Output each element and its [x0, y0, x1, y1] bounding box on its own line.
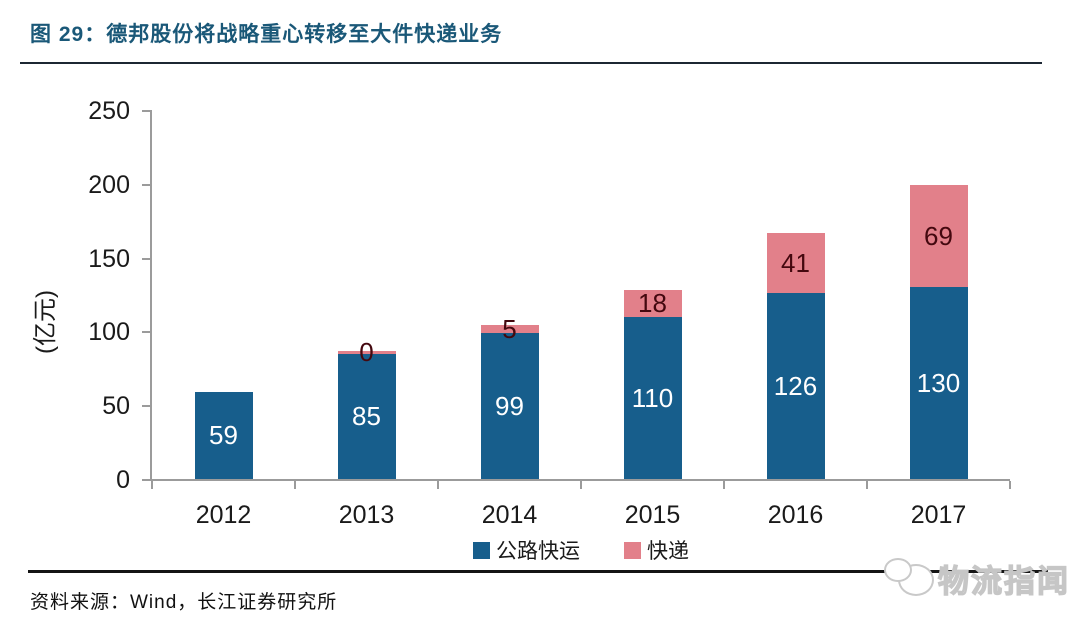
x-axis-line [152, 479, 1010, 481]
y-axis-line [150, 110, 152, 481]
x-category-label: 2016 [767, 501, 824, 529]
bar-value-road: 126 [773, 371, 818, 401]
legend-label: 快递 [647, 540, 689, 563]
x-category-label: 2017 [910, 501, 967, 529]
bar-segment-express [337, 350, 396, 354]
bar-segment-express [766, 232, 825, 294]
bar-segment-road [623, 316, 682, 479]
y-tick-label: 250 [88, 97, 130, 125]
y-tick [142, 405, 150, 408]
legend-item: 公路快运 [473, 541, 580, 563]
x-tick [437, 481, 439, 489]
legend-item: 快递 [624, 541, 689, 563]
y-tick-label: 50 [102, 392, 130, 421]
legend-swatch-express [624, 542, 641, 559]
y-tick [142, 110, 150, 112]
bar-value-express: 18 [638, 288, 667, 319]
bar-value-road: 99 [495, 390, 524, 421]
x-tick [723, 481, 725, 489]
x-tick [866, 481, 868, 489]
y-tick-label: 200 [88, 170, 130, 199]
bar-segment-road [194, 391, 253, 479]
bar-segment-express [623, 290, 682, 317]
bar-value-road: 59 [209, 420, 238, 451]
bar-value-road: 85 [352, 401, 381, 432]
source-note: 资料来源：Wind，长江证券研究所 [30, 592, 338, 613]
legend-label: 公路快运 [496, 540, 580, 563]
y-tick-label: 0 [116, 466, 130, 494]
title-underline [20, 62, 1042, 64]
bar-value-express: 0 [359, 337, 374, 368]
y-tick [142, 183, 150, 186]
x-tick [580, 481, 582, 489]
legend-swatch-road [473, 542, 490, 559]
bar-segment-express [480, 325, 539, 333]
y-tick [142, 479, 150, 481]
bar-segment-road [766, 293, 825, 479]
x-category-label: 2013 [338, 501, 395, 529]
figure-bottom-border [28, 570, 1048, 573]
y-tick-label: 150 [88, 244, 130, 273]
bar-value-express: 41 [781, 247, 810, 278]
x-tick [151, 481, 153, 489]
chart-legend: 公路快运 快递 [152, 541, 1010, 563]
bar-value-road: 130 [916, 368, 961, 399]
y-tick [142, 257, 150, 260]
bar-value-express: 69 [924, 221, 953, 252]
x-tick [1009, 481, 1011, 489]
y-tick [142, 331, 150, 334]
bar-segment-road [337, 353, 396, 479]
x-category-label: 2014 [481, 501, 538, 529]
x-tick [294, 481, 296, 489]
x-category-label: 2015 [624, 501, 681, 529]
bar-value-road: 110 [631, 382, 674, 413]
bar-segment-express [909, 185, 968, 288]
bar-segment-road [480, 332, 539, 479]
x-category-label: 2012 [195, 501, 252, 529]
figure-title: 图 29：德邦股份将战略重心转移至大件快递业务 [30, 23, 503, 46]
bar-value-express: 5 [502, 314, 517, 345]
y-tick-label: 100 [88, 318, 130, 347]
bar-segment-road [909, 287, 968, 479]
